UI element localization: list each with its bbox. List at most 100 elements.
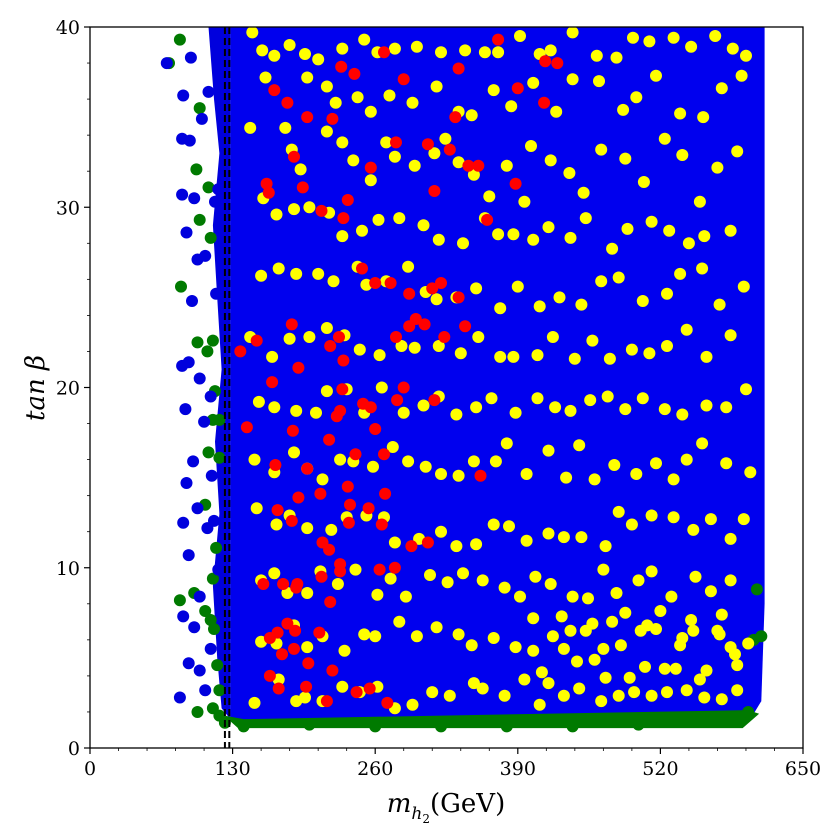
scatter-point [597,563,610,576]
scatter-point [390,136,402,149]
scatter-point [266,376,279,389]
scatter-point [518,195,531,208]
scatter-point [288,446,300,459]
scatter-point [263,669,276,682]
scatter-point [632,574,645,587]
scatter-point [182,657,195,670]
scatter-point [674,267,687,280]
scatter-point [658,662,671,675]
scatter-point [744,466,757,479]
scatter-point [358,628,371,641]
scatter-point [726,42,739,55]
scatter-point [191,706,204,718]
scatter-point [700,399,713,412]
scatter-point [397,381,410,394]
scatter-point [630,468,643,480]
scatter-point [658,403,671,416]
scatter-point [669,662,682,675]
scatter-point [563,167,576,179]
scatter-point [417,399,430,412]
scatter-point [676,632,689,644]
scatter-point [575,531,588,544]
scatter-point [202,85,215,98]
scatter-point [452,628,465,641]
scatter-point [724,224,737,237]
scatter-point [698,230,711,243]
scatter-point [750,583,763,596]
scatter-point [693,195,706,208]
scatter-point [487,84,500,97]
scatter-point [383,89,396,102]
scatter-point [259,71,272,84]
scatter-point [397,73,410,86]
y-tick-label: 40 [56,17,80,39]
scatter-point [612,689,625,702]
scatter-point [603,352,616,365]
scatter-point [599,540,612,553]
scatter-point [586,334,599,347]
scatter-point [465,639,478,652]
scatter-point [301,522,314,535]
scatter-point [177,516,190,529]
scatter-point [478,46,491,59]
scatter-point [507,350,520,363]
x-tick-label: 0 [84,758,96,780]
scatter-point [419,460,432,473]
scatter-point [661,340,673,352]
scatter-point [685,614,698,626]
scatter-point [338,644,351,657]
scatter-point [509,177,522,190]
scatter-point [566,27,579,39]
scatter-point [320,80,333,93]
scatter-point [426,686,439,699]
scatter-point [553,291,566,304]
scatter-point [209,195,221,208]
scatter-point [246,27,259,39]
scatter-point [586,617,599,630]
scatter-point [210,541,223,554]
scatter-point [320,695,333,708]
scatter-point [549,401,562,414]
scatter-point [303,718,316,731]
scatter-point [256,44,269,57]
scatter-point [369,630,382,643]
scatter-point [573,682,586,695]
scatter-point [742,706,755,718]
scatter-point [704,513,717,526]
scatter-point [406,96,419,109]
scatter-point [755,630,768,643]
scatter-point [650,69,662,82]
scatter-point [399,590,412,603]
scatter-point [449,111,462,124]
scatter-point [595,695,608,708]
scatter-point [487,518,500,531]
scatter-point [347,154,360,167]
scatter-point [654,605,667,617]
scatter-point [285,318,298,331]
scatter-point [202,181,215,194]
scatter-point [498,689,511,702]
series-2 [244,27,757,715]
scatter-point [408,341,421,354]
scatter-point [281,587,294,599]
scatter-point [715,608,728,621]
scatter-point [689,570,702,583]
scatter-point [375,381,388,394]
scatter-point [310,406,322,419]
scatter-point [533,698,546,711]
scatter-point [329,96,342,109]
scatter-point [386,441,399,453]
scatter-point [500,159,513,172]
scatter-point [177,89,190,102]
scatter-point [371,588,384,601]
scatter-point [637,176,650,188]
scatter-point [424,569,436,581]
scatter-point [316,473,329,486]
scatter-point [204,642,217,655]
scatter-point [270,208,283,221]
scatter-point [381,696,394,709]
scatter-point [435,46,447,59]
scatter-point [288,642,300,655]
scatter-point [731,659,744,672]
scatter-point [299,691,311,704]
